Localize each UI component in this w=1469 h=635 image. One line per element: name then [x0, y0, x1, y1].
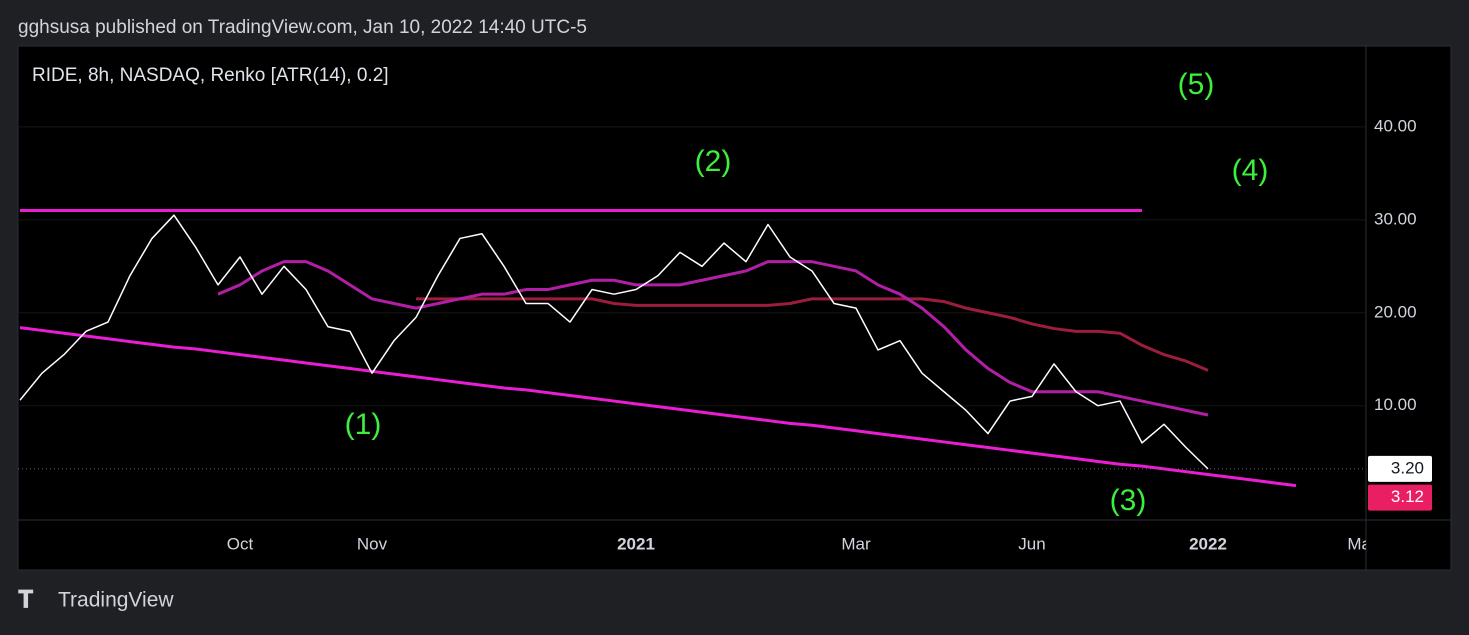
- x-tick-label: 2022: [1189, 534, 1227, 553]
- wave-label: (3): [1110, 484, 1147, 517]
- chart-title: RIDE, 8h, NASDAQ, Renko [ATR(14), 0.2]: [32, 65, 389, 86]
- x-tick-label: Oct: [227, 534, 254, 553]
- x-tick-label: Mar: [1347, 534, 1377, 553]
- x-tick-label: 2021: [617, 534, 655, 553]
- indicator-line: [217, 260, 1209, 417]
- y-tick-label: 10.00: [1374, 395, 1417, 414]
- wave-label: (1): [345, 408, 382, 441]
- last-price-box: [1368, 455, 1432, 482]
- prev-close-label: 3.12: [1391, 487, 1424, 506]
- logo: 𝐓: [18, 586, 34, 613]
- wave-label: (2): [695, 145, 732, 178]
- brand: TradingView: [58, 589, 174, 612]
- wave-label: (5): [1178, 68, 1215, 101]
- price-line: [19, 214, 1209, 470]
- last-price-label: 3.20: [1391, 458, 1424, 477]
- publisher: gghsusa published on TradingView.com, Ja…: [18, 17, 587, 38]
- logo-mark: 𝐓: [18, 586, 34, 613]
- indicator-line: [416, 297, 1209, 372]
- y-tick-label: 40.00: [1374, 116, 1417, 135]
- chart-panel: [17, 45, 1452, 571]
- x-tick-label: Jun: [1018, 534, 1045, 553]
- wave-label: (4): [1232, 154, 1269, 187]
- y-tick-label: 30.00: [1374, 209, 1417, 228]
- y-tick-label: 20.00: [1374, 302, 1417, 321]
- indicator-line: [19, 326, 1297, 488]
- plot: [18, 126, 1366, 488]
- prev-close-box: [1368, 484, 1432, 511]
- x-tick-label: Nov: [357, 534, 388, 553]
- x-tick-label: Mar: [841, 534, 871, 553]
